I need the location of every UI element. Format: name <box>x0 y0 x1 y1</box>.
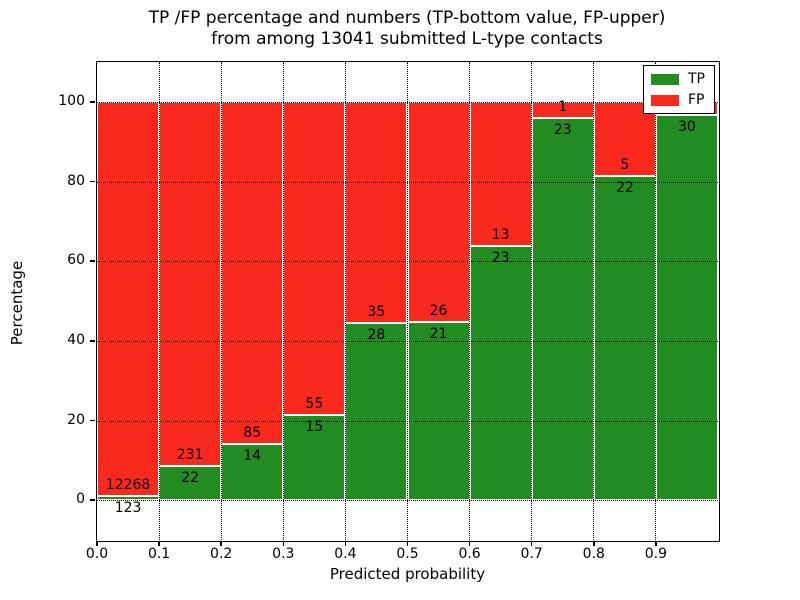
gridline-vertical <box>220 62 222 540</box>
bar-tp-segment <box>407 322 470 501</box>
tp-count-label: 14 <box>243 447 262 464</box>
x-tick-label: 0.3 <box>272 546 295 562</box>
x-tick-label: 0.8 <box>582 546 605 562</box>
gridline-vertical <box>469 62 471 540</box>
chart-title-line2: from among 13041 submitted L-type contac… <box>211 29 603 49</box>
bar-tp-segment <box>655 114 718 501</box>
bar-fp-segment <box>221 101 284 444</box>
x-tick-mark <box>406 541 409 546</box>
tp-count-label: 22 <box>615 179 634 196</box>
x-tick-label: 0.9 <box>644 546 668 562</box>
gridline-horizontal <box>97 101 718 103</box>
tp-count-label: 21 <box>429 326 448 343</box>
gridline-vertical <box>344 62 346 540</box>
gridline-vertical <box>531 62 533 540</box>
gridline-horizontal <box>97 181 718 183</box>
bar-tp-segment <box>593 175 656 501</box>
bar-tp-segment <box>531 118 594 501</box>
chart-title-line1: TP /FP percentage and numbers (TP-bottom… <box>148 8 666 28</box>
bar-fp-segment <box>469 101 532 246</box>
x-tick-mark <box>655 541 657 546</box>
y-tick-mark <box>90 419 95 422</box>
y-tick-label: 60 <box>67 252 85 269</box>
y-tick-label: 20 <box>67 411 85 428</box>
legend-label-fp: FP <box>688 92 705 108</box>
fp-count-label: 1 <box>558 99 568 116</box>
bar-tp-segment <box>469 245 532 501</box>
y-tick-label: 40 <box>67 331 85 348</box>
y-tick-mark <box>90 499 95 501</box>
gridline-horizontal <box>97 500 718 502</box>
x-tick-mark <box>530 541 533 546</box>
chart-title: TP /FP percentage and numbers (TP-bottom… <box>14 8 800 50</box>
fp-count-label: 5 <box>620 156 630 173</box>
bar-tp-segment <box>221 443 284 501</box>
gridline-horizontal <box>97 261 718 263</box>
y-tick-mark <box>90 260 95 262</box>
y-tick-mark <box>90 340 95 342</box>
gridline-vertical <box>407 62 408 540</box>
gridline-vertical <box>282 62 284 540</box>
x-tick-label: 0.6 <box>458 546 481 562</box>
y-tick-mark <box>90 101 95 103</box>
bar-fp-segment <box>159 101 222 466</box>
tp-count-label: 28 <box>367 327 386 344</box>
legend: TP FP <box>643 65 715 114</box>
gridline-horizontal <box>97 340 718 342</box>
x-tick-label: 0.4 <box>334 546 357 562</box>
y-tick-label: 100 <box>58 92 85 109</box>
x-tick-mark <box>282 541 285 546</box>
tp-count-label: 123 <box>114 500 142 517</box>
x-tick-label: 0.5 <box>396 546 419 562</box>
x-tick-label: 0.7 <box>520 546 543 562</box>
fp-count-label: 13 <box>491 226 510 243</box>
x-tick-mark <box>158 541 160 546</box>
legend-label-tp: TP <box>688 71 705 87</box>
fp-swatch-icon <box>651 94 679 106</box>
bar-tp-segment <box>345 323 408 501</box>
bar-fp-segment <box>97 101 160 497</box>
legend-item-tp: TP <box>651 72 705 86</box>
plot-area: 12268 123 231 22 85 14 55 15 35 28 26 21 13 23 1 23 5 22 3… <box>58 60 720 562</box>
y-axis-label: Percentage <box>8 260 26 346</box>
tp-count-label: 30 <box>678 118 696 135</box>
y-tick-mark <box>90 180 95 183</box>
x-tick-mark <box>96 541 98 546</box>
bar-fp-segment <box>593 101 656 176</box>
bar-fp-segment <box>283 101 346 415</box>
tp-count-label: 23 <box>491 249 510 266</box>
fp-count-label: 26 <box>429 303 448 320</box>
x-tick-mark <box>468 541 471 546</box>
bar-tp-segment <box>97 496 160 501</box>
x-tick-mark <box>220 541 222 546</box>
x-tick-label: 0.2 <box>210 546 233 562</box>
fp-count-label: 12268 <box>105 477 151 494</box>
fp-count-label: 231 <box>176 446 204 463</box>
gridline-vertical <box>593 62 595 540</box>
x-tick-mark <box>344 541 347 546</box>
x-tick-label: 0.1 <box>147 546 171 562</box>
gridline-horizontal <box>97 420 718 422</box>
bar-tp-segment <box>159 465 222 501</box>
tp-count-label: 15 <box>305 418 324 435</box>
x-axis-label: Predicted probability <box>329 565 486 583</box>
y-tick-label: 0 <box>76 491 85 508</box>
tp-count-label: 23 <box>553 122 572 139</box>
fp-count-label: 35 <box>367 304 386 321</box>
bar-tp-segment <box>283 414 346 501</box>
x-tick-mark <box>593 541 595 546</box>
x-tick-label: 0.0 <box>85 546 109 562</box>
bar-fp-segment <box>407 101 470 323</box>
legend-item-fp: FP <box>651 93 705 107</box>
fp-count-label: 85 <box>243 424 262 441</box>
tp-count-label: 22 <box>181 469 200 486</box>
gridline-vertical <box>655 62 657 540</box>
fp-count-label: 55 <box>305 395 324 412</box>
bar-fp-segment <box>345 101 408 324</box>
y-tick-label: 80 <box>67 172 85 189</box>
gridline-vertical <box>158 62 160 540</box>
tp-swatch-icon <box>651 73 679 85</box>
